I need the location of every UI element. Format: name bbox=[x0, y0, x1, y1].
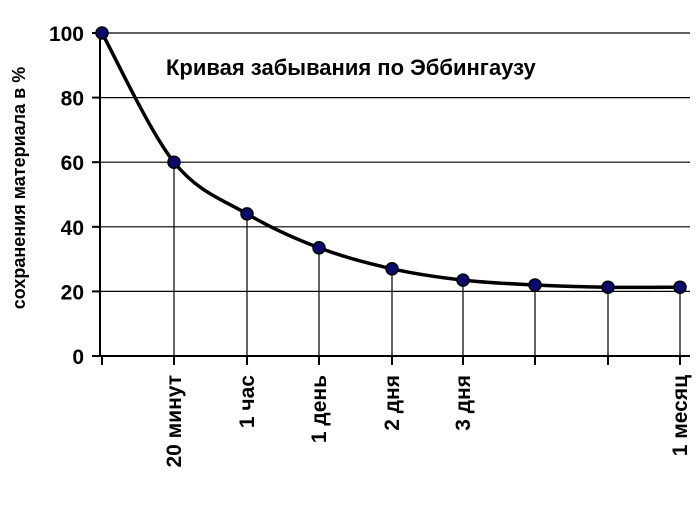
axes bbox=[92, 31, 690, 365]
data-markers bbox=[95, 26, 687, 294]
data-point-marker bbox=[673, 280, 687, 294]
drop-lines bbox=[173, 162, 681, 356]
y-tick-label: 80 bbox=[61, 88, 84, 111]
grid-lines bbox=[100, 32, 690, 292]
y-tick-label: 20 bbox=[61, 281, 84, 304]
y-tick-label: 100 bbox=[49, 23, 84, 46]
data-point-marker bbox=[95, 26, 109, 40]
x-tick-label: 1 день bbox=[308, 375, 331, 443]
data-point-marker bbox=[528, 278, 542, 292]
data-point-marker bbox=[240, 207, 254, 221]
y-tick-label: 0 bbox=[72, 346, 84, 369]
data-point-marker bbox=[601, 280, 615, 294]
x-tick-label: 20 минут bbox=[163, 375, 186, 468]
x-tick-label: 3 дня bbox=[452, 375, 475, 431]
y-tick-labels: 0 20 40 60 80 100 bbox=[49, 23, 84, 369]
x-tick-labels: 20 минут 1 час 1 день 2 дня 3 дня 1 месяц bbox=[163, 375, 692, 468]
y-axis-label: сохранения материала в % bbox=[9, 67, 29, 309]
chart-title: Кривая забывания по Эббингаузу bbox=[166, 55, 537, 80]
data-point-marker bbox=[456, 273, 470, 287]
data-point-marker bbox=[312, 241, 326, 255]
x-tick-label: 2 дня bbox=[381, 375, 404, 431]
x-tick-label: 1 час bbox=[236, 375, 259, 428]
data-point-marker bbox=[385, 262, 399, 276]
y-tick-label: 40 bbox=[61, 217, 84, 240]
y-tick-label: 60 bbox=[61, 152, 84, 175]
x-tick-label: 1 месяц bbox=[669, 375, 692, 456]
data-point-marker bbox=[167, 155, 181, 169]
